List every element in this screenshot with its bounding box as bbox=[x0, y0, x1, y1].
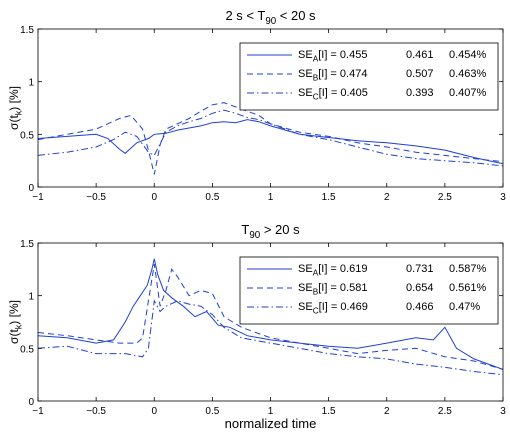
legend-box bbox=[239, 256, 499, 325]
series-line-a bbox=[38, 119, 503, 165]
x-tick-label: −0.5 bbox=[86, 406, 106, 417]
x-tick-label: 1 bbox=[268, 192, 274, 203]
legend-label: SEC[I] = 0.405 bbox=[298, 87, 368, 101]
legend-value: 0.47% bbox=[449, 301, 480, 313]
legend-value: 0.461 bbox=[406, 49, 434, 61]
subplot-1: −1 −0.5 0 0.5 1 1.5 2 2.5 3 0 0.5 1 1.5 2 s < T90 < 2… bbox=[7, 8, 506, 203]
x-tick-label: 2.5 bbox=[438, 406, 452, 417]
legend-value: 0.507 bbox=[406, 68, 434, 80]
x-tick-label: 1 bbox=[268, 406, 274, 417]
legend-value: 0.731 bbox=[406, 263, 434, 275]
legend-value: 0.587% bbox=[449, 263, 487, 275]
legend-label: SEA[I] = 0.619 bbox=[298, 263, 367, 277]
y-tick-label: 0.5 bbox=[20, 344, 34, 355]
legend-value: 0.466 bbox=[406, 301, 434, 313]
y-tick-label: 1 bbox=[28, 292, 34, 303]
x-tick-label: 3 bbox=[500, 406, 506, 417]
legend-value: 0.561% bbox=[449, 282, 487, 294]
legend-value: 0.454% bbox=[449, 49, 487, 61]
legend-label: SEB[I] = 0.474 bbox=[298, 68, 367, 82]
legend-value: 0.407% bbox=[449, 87, 487, 99]
legend-label: SEB[I] = 0.581 bbox=[298, 282, 367, 296]
series-line-b bbox=[38, 102, 503, 175]
legend-value: 0.393 bbox=[406, 87, 434, 99]
x-tick-label: 2 bbox=[384, 192, 390, 203]
x-axis-label: normalized time bbox=[225, 416, 317, 431]
x-tick-label: 1.5 bbox=[322, 192, 336, 203]
legend-label: SEC[I] = 0.469 bbox=[298, 301, 368, 315]
series-line-a bbox=[38, 258, 503, 370]
chart-title: T90 > 20 s bbox=[241, 222, 300, 241]
y-tick-label: 1.5 bbox=[20, 25, 34, 36]
x-tick-label: 2.5 bbox=[438, 192, 452, 203]
y-tick-label: 0.5 bbox=[20, 130, 34, 141]
y-tick-label: 1 bbox=[28, 78, 34, 89]
legend-box bbox=[239, 42, 499, 111]
y-tick-label: 0 bbox=[28, 397, 34, 408]
legend-value: 0.463% bbox=[449, 68, 487, 80]
series-line-c bbox=[38, 299, 503, 376]
x-tick-label: 1.5 bbox=[322, 406, 336, 417]
x-tick-label: 3 bbox=[500, 192, 506, 203]
legend-label: SEA[I] = 0.455 bbox=[298, 49, 367, 63]
y-tick-label: 1.5 bbox=[20, 239, 34, 250]
y-tick-label: 0 bbox=[28, 183, 34, 194]
legend-value: 0.654 bbox=[406, 282, 434, 294]
x-tick-label: −0.5 bbox=[86, 192, 106, 203]
x-tick-label: 0.5 bbox=[205, 192, 219, 203]
x-tick-label: −1 bbox=[32, 192, 44, 203]
subplot-2: −1 −0.5 0 0.5 1 1.5 2 2.5 3 0 0.5 1 1.5 T90 > 20 s σ(t… bbox=[7, 222, 506, 431]
series-line-c bbox=[38, 109, 503, 167]
chart-title: 2 s < T90 < 20 s bbox=[225, 8, 316, 27]
y-axis-label: σ(tk) [%] bbox=[7, 86, 24, 130]
legend: SEA[I] = 0.455 0.461 0.454% SEB[I] = 0.474 0… bbox=[239, 42, 499, 111]
x-tick-label: 0 bbox=[151, 406, 157, 417]
x-tick-label: 0 bbox=[151, 192, 157, 203]
legend: SEA[I] = 0.619 0.731 0.587% SEB[I] = 0.581 0… bbox=[239, 256, 499, 325]
x-tick-label: 2 bbox=[384, 406, 390, 417]
x-tick-label: −1 bbox=[32, 406, 44, 417]
x-tick-label: 0.5 bbox=[205, 406, 219, 417]
series-line-b bbox=[38, 264, 503, 370]
y-axis-label: σ(tk) [%] bbox=[7, 300, 24, 344]
